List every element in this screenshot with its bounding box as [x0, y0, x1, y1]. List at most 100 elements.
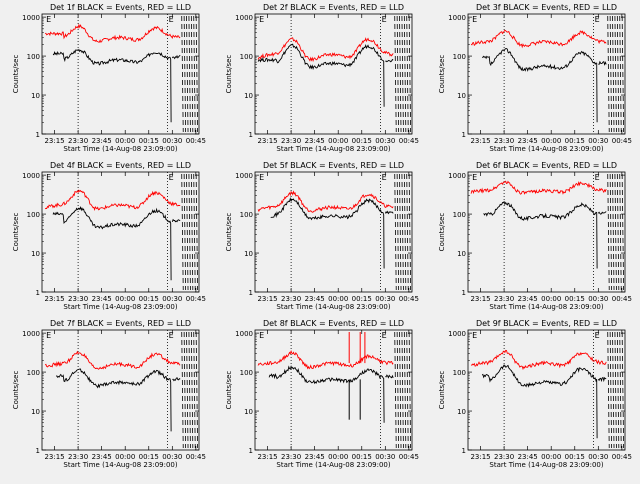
- x-tick-label: 00:15: [352, 295, 372, 303]
- y-tick-label: 10: [31, 408, 40, 416]
- x-tick-label: 23:45: [518, 295, 538, 303]
- x-axis-label: Start Time (14-Aug-08 23:09:00): [276, 145, 390, 153]
- series-lld-line: [44, 189, 181, 212]
- dashed-hatch: [399, 331, 402, 449]
- dashed-hatch: [621, 173, 625, 291]
- x-tick-label: 23:45: [518, 453, 538, 461]
- x-tick-label: 00:00: [541, 295, 561, 303]
- y-tick-label: 100: [27, 369, 40, 377]
- x-tick-label: 00:30: [375, 453, 395, 461]
- dashed-hatch: [195, 331, 199, 449]
- x-tick-label: 00:30: [588, 295, 608, 303]
- x-tick-label: 00:45: [186, 453, 206, 461]
- y-tick-label: 1000: [448, 172, 466, 180]
- dashed-hatch: [406, 331, 409, 449]
- y-tick-label: 10: [244, 92, 253, 100]
- y-tick-label: 10: [31, 250, 40, 258]
- x-tick-label: 00:30: [588, 453, 608, 461]
- dashed-hatch: [186, 15, 189, 133]
- dashed-hatch: [607, 173, 610, 291]
- dashed-hatch: [193, 173, 196, 291]
- series-events-line: [483, 200, 598, 269]
- series-lld-line: [257, 350, 394, 370]
- y-axis-label: Counts/sec: [12, 213, 20, 252]
- panel-9: Det 9f BLACK = Events, RED = LLD 1 10 100 10…: [438, 319, 632, 469]
- y-axis-label: Counts/sec: [438, 371, 446, 410]
- dashed-hatch: [394, 15, 397, 133]
- panel-frame: [41, 13, 200, 135]
- series-lld-line: [257, 37, 394, 63]
- x-tick-label: 00:00: [328, 453, 348, 461]
- x-tick-label: 23:15: [44, 295, 64, 303]
- x-tick-label: 23:15: [44, 453, 64, 461]
- dashed-hatch: [195, 15, 199, 133]
- e-marker: E: [472, 173, 477, 182]
- x-tick-label: 00:45: [186, 137, 206, 145]
- dashed-hatch: [607, 331, 610, 449]
- y-tick-label: 1: [462, 131, 466, 139]
- x-tick-label: 23:15: [44, 137, 64, 145]
- panel-title: Det 6f BLACK = Events, RED = LLD: [476, 161, 617, 170]
- y-axis-label: Counts/sec: [438, 55, 446, 94]
- x-tick-label: 00:30: [588, 137, 608, 145]
- panel-frame: [467, 171, 626, 293]
- dashed-hatch: [619, 173, 622, 291]
- y-tick-label: 1: [462, 447, 466, 455]
- x-tick-label: 23:45: [518, 137, 538, 145]
- dashed-hatch: [609, 173, 613, 291]
- x-tick-label: 00:45: [399, 137, 419, 145]
- dashed-hatch: [193, 15, 196, 133]
- x-tick-label: 00:15: [352, 453, 372, 461]
- dashed-hatch: [403, 15, 407, 133]
- x-tick-label: 00:45: [186, 295, 206, 303]
- panel-8: Det 8f BLACK = Events, RED = LLD 1 10 100 10…: [225, 319, 419, 469]
- series-events-line: [257, 43, 385, 107]
- e-marker: E: [382, 173, 387, 182]
- panel-6: Det 6f BLACK = Events, RED = LLD 1 10 100 10…: [438, 161, 632, 311]
- e-marker: E: [46, 173, 51, 182]
- panel-title: Det 1f BLACK = Events, RED = LLD: [50, 3, 191, 12]
- panel-3: Det 3f BLACK = Events, RED = LLD 1 10 100 10…: [438, 3, 632, 153]
- dashed-hatch: [612, 331, 615, 449]
- dashed-hatch: [614, 331, 617, 449]
- dashed-hatch: [614, 173, 617, 291]
- x-tick-label: 23:30: [281, 453, 301, 461]
- panel-frame: [467, 329, 626, 451]
- x-tick-label: 00:00: [328, 137, 348, 145]
- panel-frame: [254, 171, 413, 293]
- y-tick-label: 100: [240, 211, 253, 219]
- dashed-hatch: [181, 331, 184, 449]
- series-lld-line: [44, 350, 181, 370]
- y-tick-label: 1000: [235, 14, 253, 22]
- e-marker: E: [472, 331, 477, 340]
- panel-frame: [467, 13, 626, 135]
- x-tick-label: 23:30: [494, 453, 514, 461]
- dashed-hatch: [195, 173, 199, 291]
- x-tick-label: 23:45: [305, 295, 325, 303]
- dashed-hatch: [607, 15, 610, 133]
- dashed-hatch: [399, 173, 402, 291]
- series-lld-line: [257, 190, 394, 213]
- x-tick-label: 23:15: [470, 137, 490, 145]
- y-tick-label: 10: [457, 250, 466, 258]
- x-tick-label: 00:45: [612, 453, 632, 461]
- y-tick-label: 100: [240, 369, 253, 377]
- x-tick-label: 23:30: [281, 137, 301, 145]
- x-tick-label: 23:45: [92, 453, 112, 461]
- y-tick-label: 100: [27, 211, 40, 219]
- series-events-tail: [384, 210, 394, 215]
- dashed-hatch: [186, 331, 189, 449]
- e-marker: E: [595, 173, 600, 182]
- x-tick-label: 23:15: [257, 453, 277, 461]
- dashed-hatch: [609, 331, 613, 449]
- series-events-line: [52, 48, 172, 123]
- dashed-hatch: [183, 173, 187, 291]
- x-tick-label: 00:45: [612, 137, 632, 145]
- x-tick-label: 00:15: [139, 137, 159, 145]
- panel-title: Det 5f BLACK = Events, RED = LLD: [263, 161, 404, 170]
- series-events-tail: [598, 60, 607, 66]
- series-events-line: [55, 368, 172, 432]
- dashed-hatch: [616, 15, 620, 133]
- dashed-hatch: [406, 15, 409, 133]
